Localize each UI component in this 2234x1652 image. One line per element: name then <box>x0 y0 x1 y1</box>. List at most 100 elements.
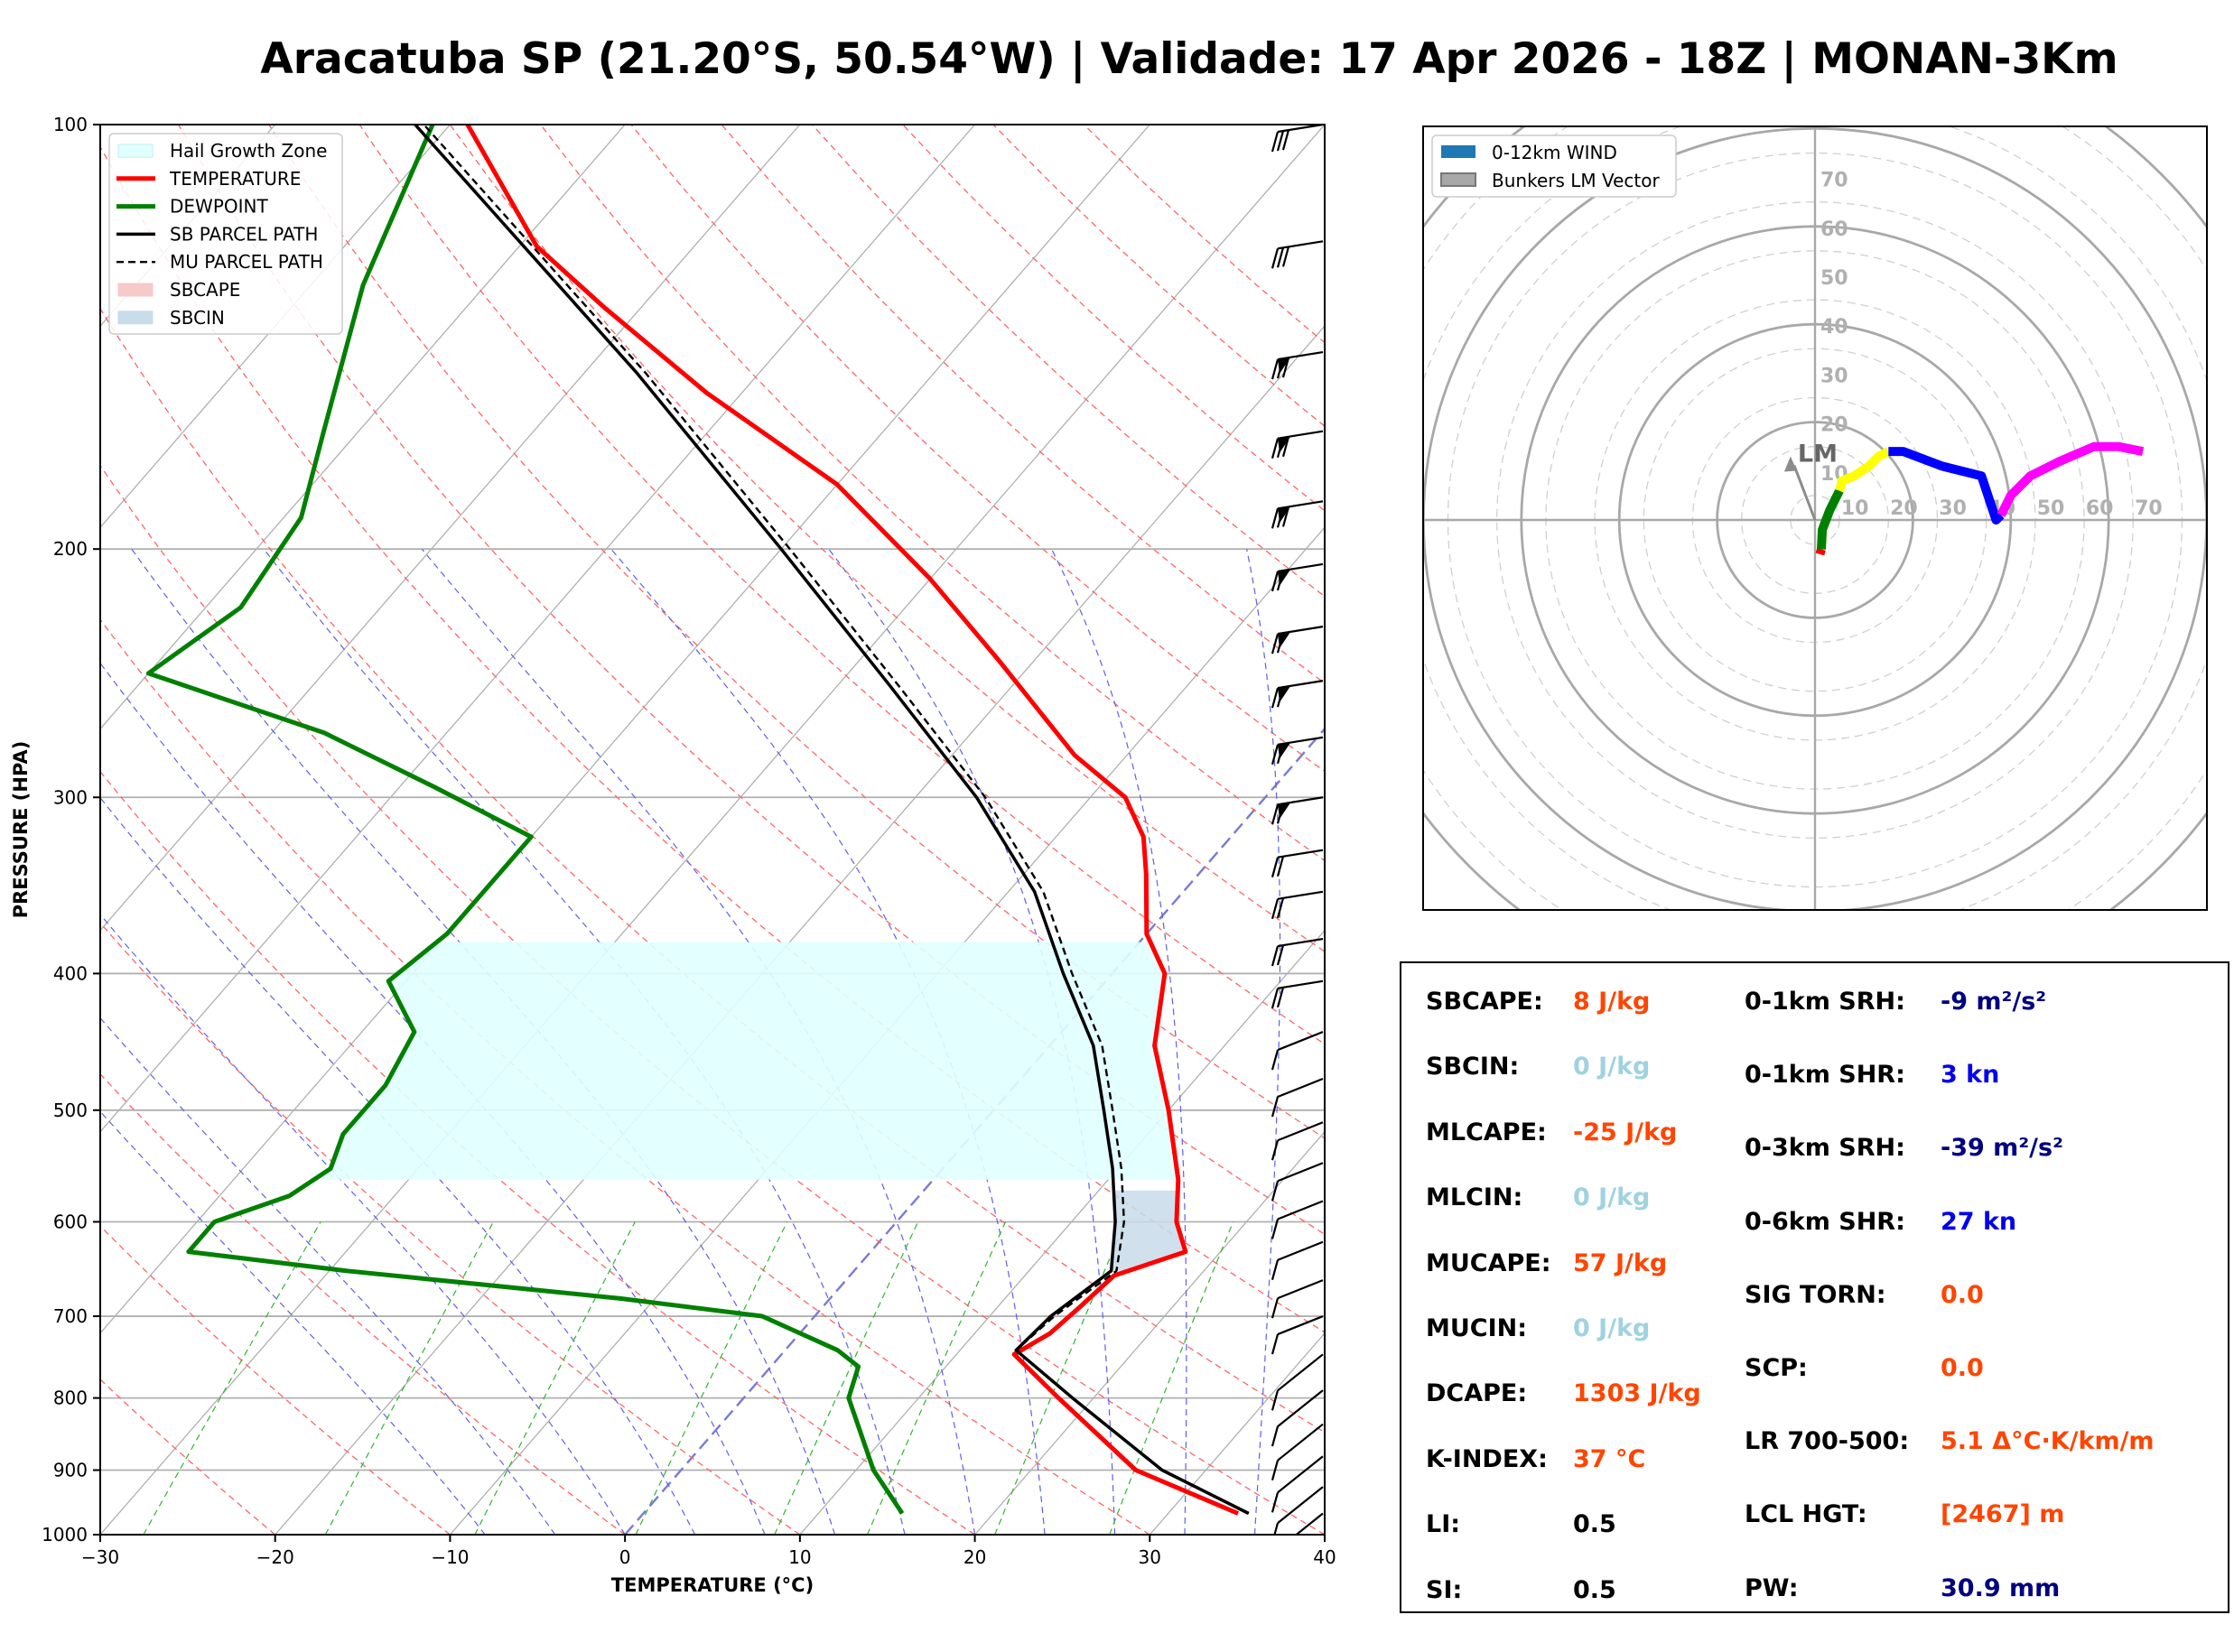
x-tick-label: 10 <box>788 1546 811 1568</box>
mixing-ratio-line <box>1109 1221 1234 1535</box>
legend-label: Bunkers LM Vector <box>1492 170 1661 191</box>
dry-adiabat <box>449 125 1325 952</box>
param-right-5-value: 0.0 <box>1941 1354 1984 1382</box>
hodo-ring-label-y: 50 <box>1820 267 1848 290</box>
param-left-8-value: 0.5 <box>1573 1510 1616 1539</box>
mixing-ratio-line <box>324 1221 494 1535</box>
y-tick-label: 1000 <box>42 1524 88 1545</box>
hodo-ring-label-x: 30 <box>1939 497 1967 520</box>
wind-barb <box>1271 1455 1324 1513</box>
wind-barb <box>1271 1121 1324 1161</box>
param-right-0-label: 0-1km SRH: <box>1745 988 1905 1016</box>
param-left-7-value: 37 °C <box>1573 1444 1646 1473</box>
param-left-5-label: MUCIN: <box>1426 1314 1528 1342</box>
y-tick-label: 700 <box>53 1305 88 1327</box>
moist-adiabat <box>100 1110 486 1535</box>
x-tick-label: −20 <box>256 1546 294 1568</box>
wind-barb <box>1271 1077 1324 1118</box>
legend-swatch <box>1441 145 1475 158</box>
x-tick-label: −30 <box>81 1546 119 1568</box>
wind-barb <box>1271 796 1324 825</box>
isotherm <box>100 125 801 932</box>
wind-barb <box>1271 1389 1324 1447</box>
moist-adiabat <box>610 548 1046 1535</box>
hodo-ring-label-x: 60 <box>2086 497 2114 520</box>
hodo-ring-label-y: 70 <box>1820 170 1848 192</box>
hodo-ring-label-y: 40 <box>1820 316 1848 339</box>
mixing-ratio-line <box>635 1221 788 1535</box>
param-left-5-value: 0 J/kg <box>1573 1314 1651 1342</box>
wind-barb <box>1271 1031 1324 1071</box>
param-left-3-value: 0 J/kg <box>1573 1183 1651 1212</box>
mixing-ratio-line <box>474 1221 636 1535</box>
param-left-0-value: 8 J/kg <box>1573 988 1651 1016</box>
hodo-segment-green <box>1817 488 1844 550</box>
isotherm <box>100 125 976 1133</box>
param-right-6-label: LR 700-500: <box>1745 1427 1910 1456</box>
dry-adiabat <box>100 1378 276 1535</box>
y-tick-label: 100 <box>53 114 88 135</box>
wind-barb <box>1271 1200 1324 1239</box>
hodo-segment-magenta <box>1997 441 2145 517</box>
y-axis-label: PRESSURE (HPA) <box>10 741 32 919</box>
legend-label: DEWPOINT <box>170 196 268 218</box>
y-tick-label: 800 <box>53 1387 88 1409</box>
hodo-ring-label-y: 60 <box>1820 218 1848 241</box>
moist-adiabat <box>100 796 696 1535</box>
param-left-7-label: K-INDEX: <box>1426 1444 1548 1473</box>
y-tick-label: 200 <box>53 538 88 560</box>
x-tick-label: 20 <box>963 1546 986 1568</box>
param-left-9-value: 0.5 <box>1573 1575 1616 1604</box>
mixing-ratio-line <box>774 1221 919 1535</box>
param-right-2-value: -39 m²/s² <box>1941 1134 2063 1163</box>
y-tick-label: 900 <box>53 1460 88 1481</box>
moist-adiabat <box>1050 548 1187 1535</box>
legend-swatch <box>117 144 154 158</box>
plot-frame <box>99 124 1326 1536</box>
param-right-1-label: 0-1km SHR: <box>1745 1061 1905 1090</box>
wind-barb <box>1273 1486 1324 1535</box>
legend-label: Hail Growth Zone <box>170 140 327 162</box>
param-left-2-label: MLCAPE: <box>1426 1118 1547 1146</box>
wind-barb <box>1271 890 1324 920</box>
param-left-0-label: SBCAPE: <box>1426 988 1543 1016</box>
param-right-1-value: 3 kn <box>1941 1061 2000 1090</box>
param-left-3-label: MLCIN: <box>1426 1183 1523 1212</box>
hodo-legend: 0-12km WIND Bunkers LM Vector <box>1431 135 1677 198</box>
wind-barb <box>1271 125 1324 153</box>
hodo-ring-label-x: 20 <box>1890 497 1918 520</box>
legend-label: 0-12km WIND <box>1492 142 1617 163</box>
isotherm <box>100 125 1325 1535</box>
dry-adiabat <box>100 1225 451 1535</box>
dry-adiabat <box>540 125 1325 862</box>
param-left-9-label: SI: <box>1426 1575 1463 1604</box>
wind-barb <box>1271 1353 1324 1411</box>
hodo-segment-yellow <box>1835 447 1891 492</box>
isotherm <box>100 125 626 730</box>
param-left-1-value: 0 J/kg <box>1573 1053 1651 1081</box>
mixing-ratio-line <box>143 1221 321 1535</box>
legend-label: SBCAPE <box>170 279 240 301</box>
wind-barb <box>1271 979 1324 1009</box>
dry-adiabat <box>177 125 1325 1236</box>
param-right-2-label: 0-3km SRH: <box>1745 1134 1905 1163</box>
legend-label: SB PARCEL PATH <box>170 223 318 245</box>
param-right-6-value: 5.1 Δ°C·K/km/m <box>1941 1427 2155 1456</box>
parameter-panel: SBCAPE: 8 J/kg SBCIN: 0 J/kg MLCAPE: -25 J/kg… <box>1400 961 2229 1613</box>
param-right-3-value: 27 kn <box>1941 1207 2017 1236</box>
x-axis-label: TEMPERATURE (°C) <box>611 1574 814 1596</box>
isotherm <box>100 125 1150 1334</box>
hodo-segment-red <box>1815 548 1826 556</box>
param-left-4-value: 57 J/kg <box>1573 1248 1668 1277</box>
hodo-ring-label-x: 70 <box>2135 497 2163 520</box>
hodo-ring-label-x: 10 <box>1841 497 1869 520</box>
chart-title: Aracatuba SP (21.20°S, 50.54°W) | Valida… <box>260 34 2118 84</box>
lm-label: LM <box>1798 441 1838 469</box>
wind-barb <box>1294 1512 1324 1535</box>
hodo-ring-label-y: 30 <box>1820 365 1848 387</box>
param-left-1-label: SBCIN: <box>1426 1053 1520 1081</box>
legend-swatch <box>117 283 154 297</box>
moist-adiabat <box>1246 549 1281 1535</box>
